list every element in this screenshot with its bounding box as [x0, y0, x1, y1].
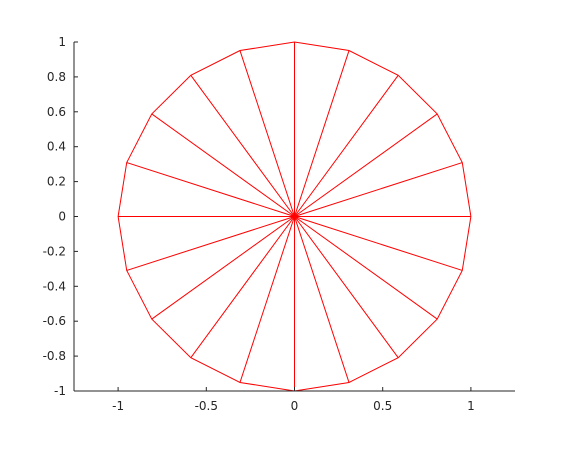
- x-tick-label: 0: [291, 399, 299, 413]
- spoke-line: [190, 75, 295, 217]
- spoke-line: [294, 162, 463, 217]
- spoke-line: [294, 216, 438, 320]
- series-outline: [117, 41, 472, 392]
- y-tick-label: 0.8: [47, 70, 66, 84]
- y-tick-label: 1: [58, 35, 66, 49]
- y-tick-label: 0.6: [47, 105, 66, 119]
- spoke-line: [294, 113, 438, 217]
- spoke-line: [294, 75, 399, 217]
- spoke-line: [239, 216, 295, 383]
- spoke-line: [126, 162, 295, 217]
- y-tick-label: 0.2: [47, 175, 66, 189]
- y-tick-label: -0.2: [43, 244, 66, 258]
- spoke-line: [239, 50, 295, 217]
- y-tick-label: -0.6: [43, 314, 66, 328]
- plot-area: [117, 41, 472, 392]
- y-tick-label: -0.8: [43, 349, 66, 363]
- x-tick-label: -0.5: [195, 399, 218, 413]
- y-tick-label: -1: [54, 384, 66, 398]
- ticks: -1 -0.5 0 0.5 1 1 0.8 0.6 0.4 0.2 0 -0.2 -0.4 -0.6 -0.…: [43, 35, 475, 413]
- spoke-line: [294, 50, 350, 217]
- spoke-line: [294, 216, 350, 383]
- spoke-line: [151, 113, 295, 217]
- y-tick-label: 0.4: [47, 140, 66, 154]
- x-tick-label: 1: [467, 399, 475, 413]
- spoke-line: [294, 216, 463, 271]
- spoke-line: [294, 216, 399, 358]
- y-tick-label: 0: [58, 210, 66, 224]
- y-tick-label: -0.4: [43, 279, 66, 293]
- spoke-line: [190, 216, 295, 358]
- x-tick-label: 0.5: [373, 399, 392, 413]
- spoke-line: [151, 216, 295, 320]
- spoke-line: [126, 216, 295, 271]
- x-tick-label: -1: [112, 399, 124, 413]
